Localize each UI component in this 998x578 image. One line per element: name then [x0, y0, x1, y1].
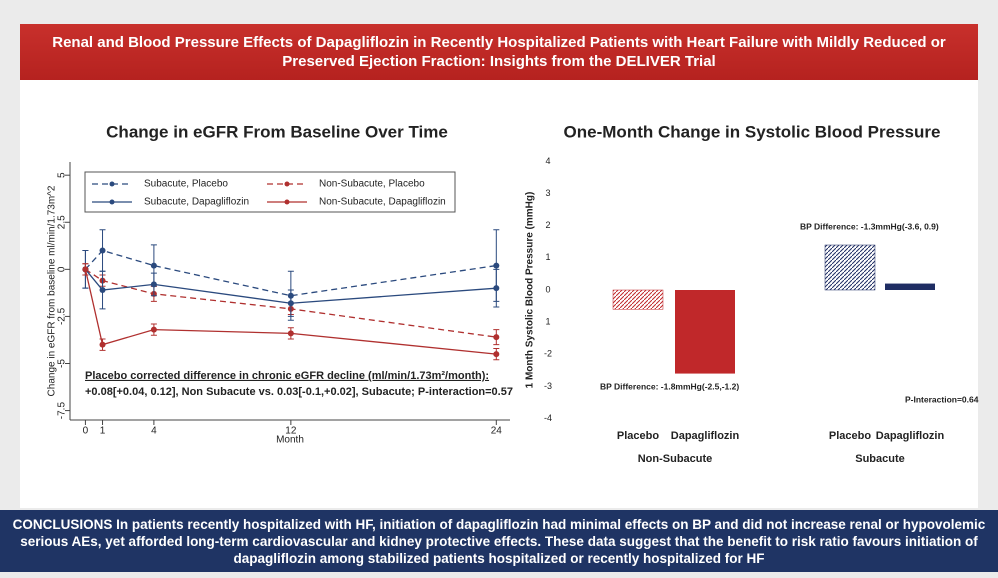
x-axis-label: Month — [276, 435, 304, 446]
point — [287, 300, 294, 307]
annotation: BP Difference: -1.8mmHg(-2.5,-1.2) — [600, 381, 739, 391]
y-tick-label: -3 — [544, 381, 552, 391]
point — [99, 247, 106, 254]
y-tick-label: 0 — [57, 266, 68, 272]
x-tick-label: 0 — [83, 426, 89, 437]
point — [99, 341, 106, 348]
y-tick-label: -5 — [57, 359, 68, 368]
header-title: Renal and Blood Pressure Effects of Dapa… — [20, 24, 978, 80]
x-tick-label: 12 — [285, 426, 297, 437]
y-tick-label: -2 — [544, 349, 552, 359]
point — [493, 351, 500, 358]
y-tick-label: 1 — [545, 317, 550, 327]
point — [493, 334, 500, 341]
panel — [20, 80, 978, 508]
x-tick-label: 24 — [491, 426, 503, 437]
legend-marker — [284, 199, 290, 205]
point — [150, 281, 157, 288]
annotation: +0.08[+0.04, 0.12], Non Subacute vs. 0.0… — [85, 386, 513, 398]
y-tick-label: 3 — [545, 188, 550, 198]
legend-marker — [284, 181, 290, 187]
y-tick-label: 2.5 — [57, 215, 68, 229]
bar — [885, 283, 935, 290]
y-tick-label: -4 — [544, 413, 552, 423]
y-tick-label: 2 — [545, 220, 550, 230]
y-tick-label: -7.5 — [57, 402, 68, 420]
point — [150, 326, 157, 333]
chart-title: One-Month Change in Systolic Blood Press… — [564, 122, 941, 141]
legend-label: Non-Subacute, Dapagliflozin — [319, 197, 446, 208]
point — [150, 262, 157, 269]
group-label: Subacute — [855, 453, 905, 465]
legend-box — [84, 171, 456, 213]
x-tick-label: 1 — [100, 426, 106, 437]
bar — [612, 289, 664, 310]
bar — [824, 244, 876, 291]
category-label: Dapagliflozin — [876, 430, 945, 442]
y-axis-label: Change in eGFR from baseline ml/min/1.73… — [47, 185, 58, 396]
y-tick-label: 0 — [545, 284, 550, 294]
legend-label: Non-Subacute, Placebo — [319, 179, 425, 190]
y-tick-label: 5 — [57, 172, 68, 178]
x-tick-label: 4 — [151, 426, 157, 437]
chart-title: Change in eGFR From Baseline Over Time — [106, 122, 448, 141]
category-label: Placebo — [829, 430, 871, 442]
y-tick-label: 1 — [545, 252, 550, 262]
point — [82, 266, 89, 273]
legend-marker — [109, 199, 115, 205]
point — [287, 330, 294, 337]
conclusion: CONCLUSIONS In patients recently hospita… — [0, 510, 998, 572]
category-label: Dapagliflozin — [671, 430, 740, 442]
y-tick-label: -2.5 — [57, 307, 68, 325]
group-label: Non-Subacute — [638, 453, 713, 465]
category-label: Placebo — [617, 430, 659, 442]
y-tick-label: 4 — [545, 156, 550, 166]
annotation: P-Interaction=0.64 — [905, 394, 979, 404]
point — [493, 285, 500, 292]
point — [99, 287, 106, 294]
legend-label: Subacute, Placebo — [144, 179, 228, 190]
legend-marker — [109, 181, 115, 187]
annotation: Placebo corrected difference in chronic … — [85, 370, 489, 382]
legend-label: Subacute, Dapagliflozin — [144, 197, 249, 208]
annotation: BP Difference: -1.3mmHg(-3.6, 0.9) — [800, 221, 939, 231]
point — [493, 262, 500, 269]
bar — [675, 290, 735, 374]
y-axis-label: 1 Month Systolic Blood Pressure (mmHg) — [525, 192, 536, 389]
charts: Change in eGFR From Baseline Over Time Ch… — [47, 122, 979, 465]
